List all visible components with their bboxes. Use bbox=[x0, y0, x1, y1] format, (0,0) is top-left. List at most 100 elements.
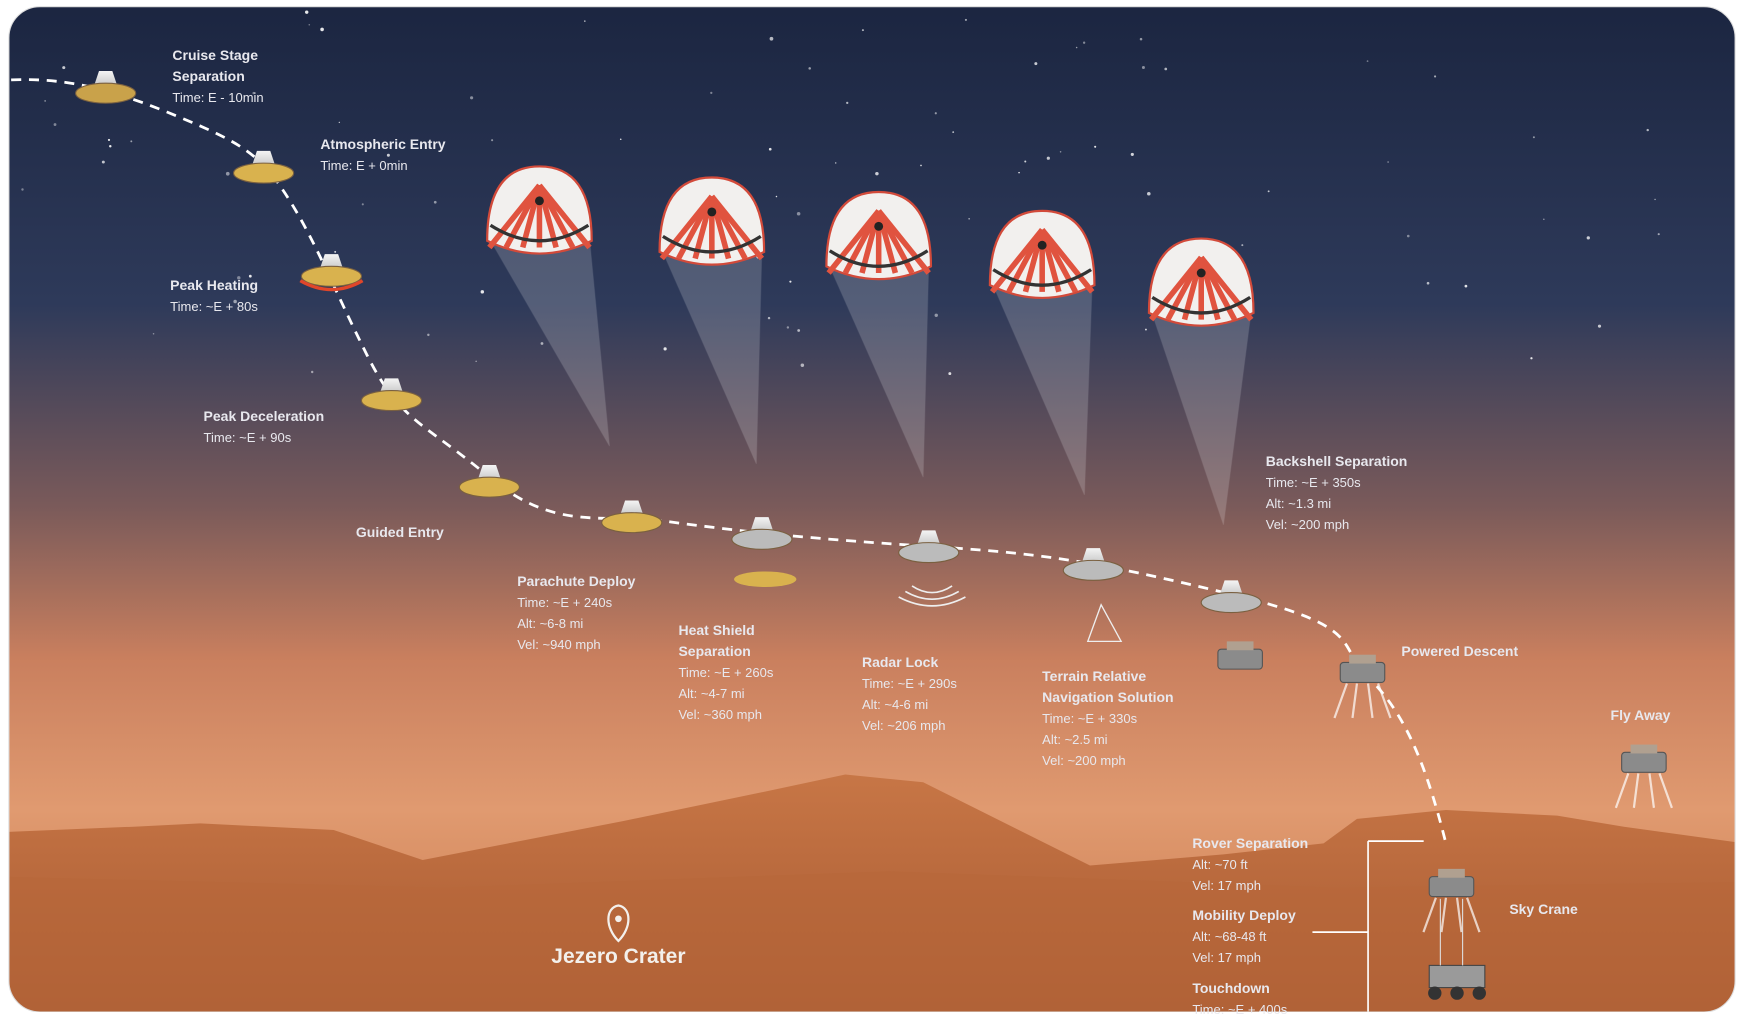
star bbox=[801, 363, 805, 366]
stage-title: Backshell Separation bbox=[1266, 451, 1408, 472]
star bbox=[311, 371, 313, 373]
star bbox=[62, 66, 65, 69]
stage-detail: Vel: ~200 mph bbox=[1042, 750, 1192, 771]
stage-detail: Alt: ~68-48 ft bbox=[1192, 926, 1295, 947]
star bbox=[789, 281, 791, 283]
stage-title: Radar Lock bbox=[862, 652, 957, 673]
heat-shield bbox=[899, 543, 959, 563]
star bbox=[226, 172, 230, 176]
star bbox=[21, 188, 23, 190]
stage-title: Parachute Deploy bbox=[517, 571, 635, 592]
star bbox=[1140, 38, 1143, 41]
star bbox=[362, 203, 364, 205]
stage-title: Mobility Deploy bbox=[1192, 905, 1295, 926]
heat-shield bbox=[76, 83, 136, 103]
stage-detail: Time: ~E + 290s bbox=[862, 673, 957, 694]
stage-label: Guided Entry bbox=[356, 522, 444, 543]
parachute-vent bbox=[1038, 241, 1047, 250]
star bbox=[1076, 47, 1078, 49]
stage-title: Atmospheric Entry bbox=[320, 134, 445, 155]
star bbox=[948, 372, 951, 375]
star bbox=[434, 201, 437, 204]
heat-shield bbox=[361, 391, 421, 411]
dropped-heat-shield bbox=[734, 571, 796, 587]
star bbox=[875, 172, 878, 175]
descent-stage-top bbox=[1631, 745, 1658, 754]
star bbox=[1034, 62, 1037, 65]
star bbox=[108, 139, 110, 141]
stage-detail: Alt: ~1.3 mi bbox=[1266, 493, 1408, 514]
stage-detail: Vel: 17 mph bbox=[1192, 875, 1308, 896]
stage-title: Heat Shield Separation bbox=[678, 620, 828, 662]
descent-stage bbox=[1218, 649, 1262, 669]
parachute-vent bbox=[535, 196, 544, 205]
stage-detail: Vel: ~940 mph bbox=[517, 634, 635, 655]
star bbox=[1587, 236, 1590, 239]
star bbox=[1142, 66, 1145, 69]
heat-shield bbox=[234, 163, 294, 183]
infographic: Cruise Stage SeparationTime: E - 10min At… bbox=[0, 0, 1744, 1012]
star bbox=[1530, 357, 1532, 359]
stage-label: Sky Crane bbox=[1509, 899, 1577, 920]
star bbox=[776, 196, 778, 198]
star bbox=[1145, 329, 1147, 331]
star bbox=[44, 100, 46, 102]
star bbox=[309, 24, 311, 26]
star bbox=[1047, 157, 1050, 160]
stage-detail: Time: ~E + 330s bbox=[1042, 708, 1192, 729]
stage-detail: Time: ~E + 260s bbox=[678, 662, 828, 683]
stage-detail: Time: ~E + 350s bbox=[1266, 472, 1408, 493]
stage-detail: Time: ~E + 240s bbox=[517, 592, 635, 613]
stage-detail: Alt: ~6-8 mi bbox=[517, 613, 635, 634]
scene bbox=[0, 0, 1744, 1012]
star bbox=[1654, 199, 1655, 200]
star bbox=[305, 10, 308, 13]
star bbox=[768, 317, 770, 319]
rover-wheel bbox=[1450, 986, 1463, 999]
star bbox=[1083, 42, 1085, 44]
stage-label: Atmospheric EntryTime: E + 0min bbox=[320, 134, 445, 176]
star bbox=[153, 333, 155, 335]
star bbox=[1164, 68, 1167, 71]
stage-detail: Alt: ~2.5 mi bbox=[1042, 729, 1192, 750]
star bbox=[1427, 282, 1430, 285]
star bbox=[952, 131, 954, 133]
star bbox=[965, 19, 967, 21]
stage-detail: Alt: ~4-6 mi bbox=[862, 694, 957, 715]
star bbox=[797, 212, 801, 216]
stage-detail: Vel: ~206 mph bbox=[862, 715, 957, 736]
stage-detail: Vel: ~200 mph bbox=[1266, 514, 1408, 535]
star bbox=[491, 139, 493, 141]
stage-title: Powered Descent bbox=[1401, 641, 1518, 662]
star bbox=[102, 161, 105, 164]
star bbox=[1598, 325, 1601, 328]
descent-stage-top bbox=[1349, 655, 1376, 664]
parachute-vent bbox=[707, 208, 716, 217]
star bbox=[584, 20, 585, 21]
stage-detail: Vel: 17 mph bbox=[1192, 947, 1295, 968]
star bbox=[481, 290, 484, 293]
star bbox=[1647, 129, 1649, 131]
star bbox=[808, 67, 811, 70]
stage-title: Terrain Relative Navigation Solution bbox=[1042, 666, 1192, 708]
descent-stage bbox=[1340, 662, 1384, 682]
parachute-vent bbox=[1197, 269, 1206, 278]
heat-shield bbox=[1063, 560, 1123, 580]
stage-title: Guided Entry bbox=[356, 522, 444, 543]
parachute-vent bbox=[874, 222, 883, 231]
stage-label: Radar LockTime: ~E + 290sAlt: ~4-6 miVel… bbox=[862, 652, 957, 736]
stage-title: Fly Away bbox=[1611, 705, 1671, 726]
stage-title: Cruise Stage Separation bbox=[172, 45, 322, 87]
heat-shield bbox=[459, 477, 519, 497]
star bbox=[770, 37, 774, 41]
star bbox=[935, 314, 938, 317]
scene-group bbox=[0, 0, 1744, 1012]
star bbox=[1543, 218, 1545, 220]
stage-detail: Time: E - 10min bbox=[172, 87, 322, 108]
